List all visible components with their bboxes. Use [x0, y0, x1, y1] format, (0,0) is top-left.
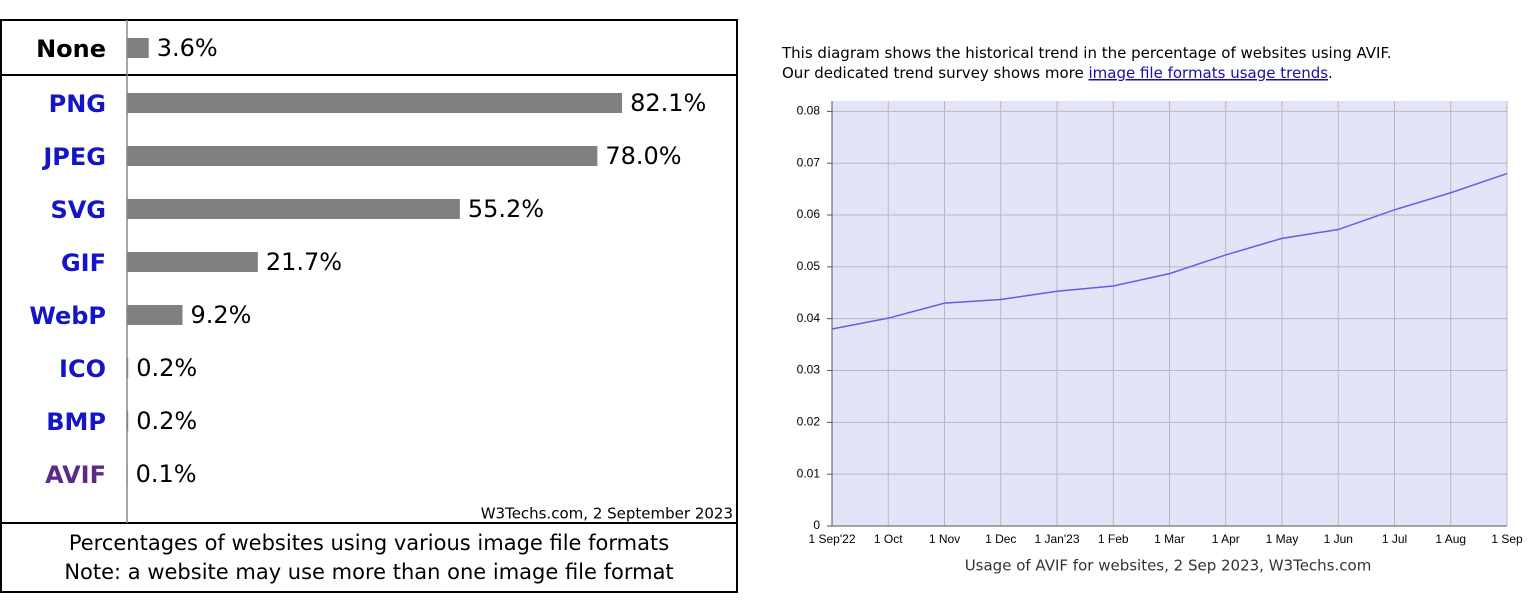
bar [127, 146, 598, 166]
intro-text: This diagram shows the historical trend … [781, 44, 1391, 62]
bar [127, 252, 258, 272]
category-label: WebP [29, 302, 106, 330]
category-label: None [36, 35, 106, 63]
value-label: 3.6% [157, 34, 218, 62]
x-tick-label: 1 Sep'22 [809, 532, 856, 546]
value-label: 9.2% [190, 301, 251, 329]
trend-link[interactable]: image file formats usage trends [1088, 64, 1328, 82]
category-label: AVIF [45, 461, 106, 489]
value-label: 21.7% [266, 248, 342, 276]
x-tick-label: 1 Nov [929, 532, 960, 546]
category-label: JPEG [41, 143, 106, 171]
bar [127, 411, 129, 431]
y-tick-label: 0.08 [797, 104, 821, 118]
x-tick-label: 1 Jan'23 [1035, 532, 1080, 546]
y-tick-label: 0.03 [797, 363, 821, 377]
x-tick-label: 1 Apr [1212, 532, 1240, 546]
value-label: 0.2% [136, 354, 197, 382]
table-frame [0, 19, 738, 593]
bar [127, 464, 128, 484]
x-tick-label: 1 Mar [1154, 532, 1185, 546]
x-tick-label: 1 Aug [1435, 532, 1466, 546]
intro-text: . [1328, 64, 1333, 82]
x-tick-label: 1 May [1266, 532, 1299, 546]
value-label: 78.0% [605, 142, 681, 170]
category-label: BMP [46, 408, 106, 436]
bar [127, 93, 623, 113]
y-tick-label: 0.06 [797, 207, 821, 221]
source: W3Techs.com, 2 September 2023 [481, 505, 733, 523]
bar [127, 358, 129, 378]
y-tick-label: 0.05 [797, 259, 821, 273]
x-tick-label: 1 Oct [874, 532, 903, 546]
value-label: 82.1% [630, 89, 706, 117]
trend-line [831, 172, 1508, 330]
y-tick-label: 0 [813, 518, 820, 532]
x-tick-label: 1 Sep [1491, 532, 1523, 546]
category-label: PNG [49, 90, 106, 118]
x-tick-label: 1 Jul [1382, 532, 1407, 546]
y-tick-label: 0.02 [797, 415, 821, 429]
category-label: GIF [61, 249, 106, 277]
value-label: 55.2% [468, 195, 544, 223]
value-label: 0.2% [136, 407, 197, 435]
category-label: ICO [59, 355, 106, 383]
y-tick-label: 0.07 [797, 155, 821, 169]
x-tick-label: 1 Jun [1324, 532, 1353, 546]
y-tick-label: 0.04 [797, 311, 821, 325]
chart-caption: Usage of AVIF for websites, 2 Sep 2023, … [965, 557, 1372, 575]
x-tick-label: 1 Feb [1098, 532, 1129, 546]
intro-text: Our dedicated trend survey shows more [782, 64, 1088, 82]
caption: Note: a website may use more than one im… [64, 560, 673, 584]
intro-text: Our dedicated trend survey shows more im… [782, 64, 1333, 82]
value-label: 0.1% [136, 460, 197, 488]
bar [127, 38, 149, 58]
category-label: SVG [50, 196, 106, 224]
x-tick-label: 1 Dec [985, 532, 1016, 546]
caption: Percentages of websites using various im… [69, 531, 669, 555]
link-text[interactable]: image file formats usage trends [1088, 64, 1328, 82]
bar [127, 305, 183, 325]
y-tick-label: 0.01 [797, 466, 821, 480]
bar [127, 199, 460, 219]
